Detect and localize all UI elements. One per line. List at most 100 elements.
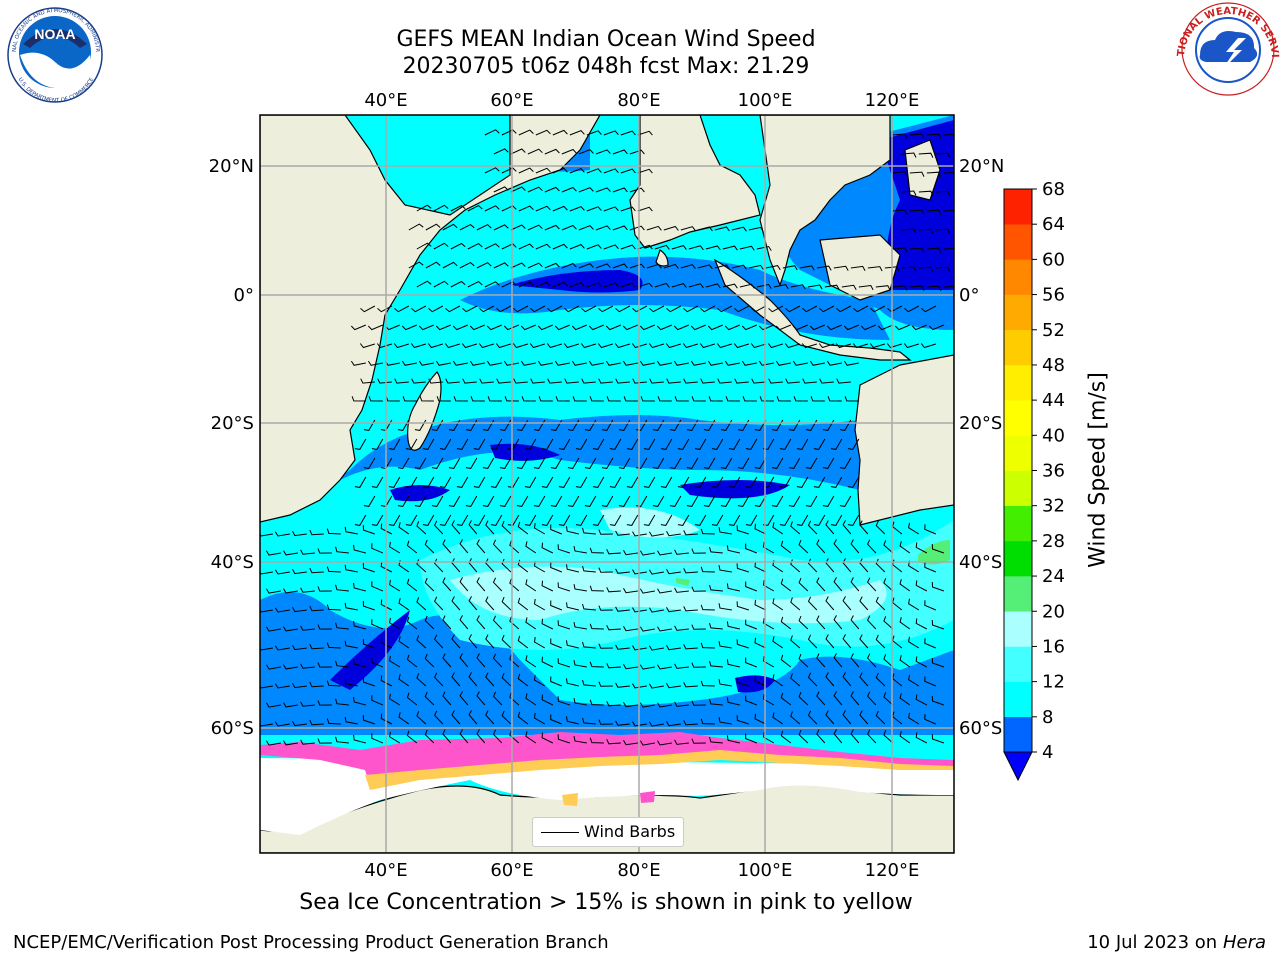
wind-barb: [648, 531, 664, 537]
wind-barb: [899, 655, 911, 668]
wind-barb: [368, 396, 383, 402]
wind-barb: [724, 360, 740, 366]
wind-barb: [456, 514, 469, 526]
wind-barb: [866, 729, 877, 744]
wind-barb: [517, 635, 529, 649]
wind-barb: [691, 700, 706, 706]
wind-barb: [788, 457, 801, 469]
wind-barb: [566, 526, 579, 535]
wind-barb: [819, 378, 834, 384]
wind-barb: [632, 683, 647, 689]
wind-barb: [354, 438, 367, 450]
wind-barb: [326, 718, 341, 725]
wind-barb: [839, 495, 852, 507]
wind-barb: [544, 186, 560, 193]
wind-barb: [726, 659, 740, 668]
wind-barb: [558, 514, 571, 526]
host-name: Hera: [1222, 932, 1266, 953]
wind-barb: [433, 596, 444, 611]
wind-barb: [612, 263, 628, 269]
wind-barb: [476, 691, 486, 706]
wind-barb: [816, 729, 826, 744]
wind-barb: [688, 283, 704, 289]
wind-barb: [518, 205, 534, 212]
wind-barb: [931, 543, 945, 554]
wind-barb: [485, 520, 495, 535]
wind-barb: [416, 711, 427, 725]
wind-barb: [398, 712, 410, 725]
wind-barb: [353, 658, 366, 668]
wind-barb: [718, 565, 732, 573]
wind-barb: [674, 663, 689, 669]
wind-barb: [816, 577, 826, 592]
wind-barb: [736, 639, 749, 649]
colorbar-bin: [1004, 364, 1032, 401]
wind-barb: [822, 495, 835, 507]
wind-zone-4-8: [260, 592, 954, 735]
wind-barb: [720, 495, 733, 507]
wind-barb: [581, 378, 596, 384]
wind-barb: [362, 639, 376, 649]
colorbar-tick-label: 64: [1042, 214, 1065, 235]
wind-barb: [274, 531, 290, 537]
wind-barb: [353, 544, 366, 554]
wind-barb: [870, 305, 886, 313]
wind-barb: [580, 343, 596, 349]
wind-barb: [326, 566, 341, 573]
wind-barb: [492, 729, 503, 744]
wind-barb: [573, 698, 587, 706]
wind-barb: [476, 653, 486, 668]
wind-barb: [660, 514, 673, 526]
wind-barb: [899, 617, 911, 630]
wind-barb: [762, 618, 775, 630]
wind-barb: [597, 343, 613, 349]
wind-barb: [360, 378, 375, 384]
wind-barb: [525, 541, 537, 554]
wind-barb: [584, 495, 597, 507]
wind-barb: [517, 673, 529, 687]
wind-barb: [435, 360, 451, 366]
wind-barb: [476, 262, 492, 269]
wind-barb: [605, 360, 621, 366]
wind-barb: [573, 736, 587, 744]
colorbar-tick-label: 4: [1042, 742, 1053, 763]
wind-barb: [501, 672, 512, 687]
wind-barb: [717, 305, 733, 313]
wind-barb: [546, 343, 562, 349]
wind-barb: [573, 622, 587, 630]
wind-barb: [476, 577, 486, 592]
wind-barb: [722, 245, 738, 251]
wind-barb: [714, 226, 730, 232]
wind-barb: [566, 716, 579, 725]
wind-barb: [731, 264, 747, 270]
wind-barb: [656, 324, 673, 331]
wind-barb: [484, 243, 500, 250]
wind-barb: [418, 360, 434, 366]
wind-barb: [632, 305, 648, 313]
wind-barb: [569, 206, 585, 212]
wind-barb: [883, 730, 894, 744]
wind-barb: [492, 577, 503, 592]
wind-barb: [468, 596, 478, 611]
wind-barb: [292, 568, 307, 575]
wind-barb: [928, 324, 945, 331]
wind-barb: [335, 736, 349, 744]
wind-barb: [433, 520, 444, 535]
wind-barb: [344, 526, 358, 535]
wind-barb: [552, 205, 568, 212]
wind-barb: [518, 129, 534, 136]
wind-barb: [473, 514, 486, 526]
wind-barb: [924, 676, 937, 687]
wind-barb: [918, 152, 934, 158]
wind-barb: [371, 476, 384, 488]
wind-barb: [637, 130, 653, 136]
wind-barb: [709, 660, 723, 668]
wind-barb: [335, 698, 349, 706]
wind-barb: [614, 343, 630, 349]
wind-barb: [416, 204, 432, 212]
wind-barb: [424, 653, 435, 668]
wind-barb: [525, 731, 537, 744]
wind-barb: [380, 637, 393, 649]
wind-barb: [317, 586, 332, 592]
colorbar-label: Wind Speed [m/s]: [1085, 372, 1111, 568]
